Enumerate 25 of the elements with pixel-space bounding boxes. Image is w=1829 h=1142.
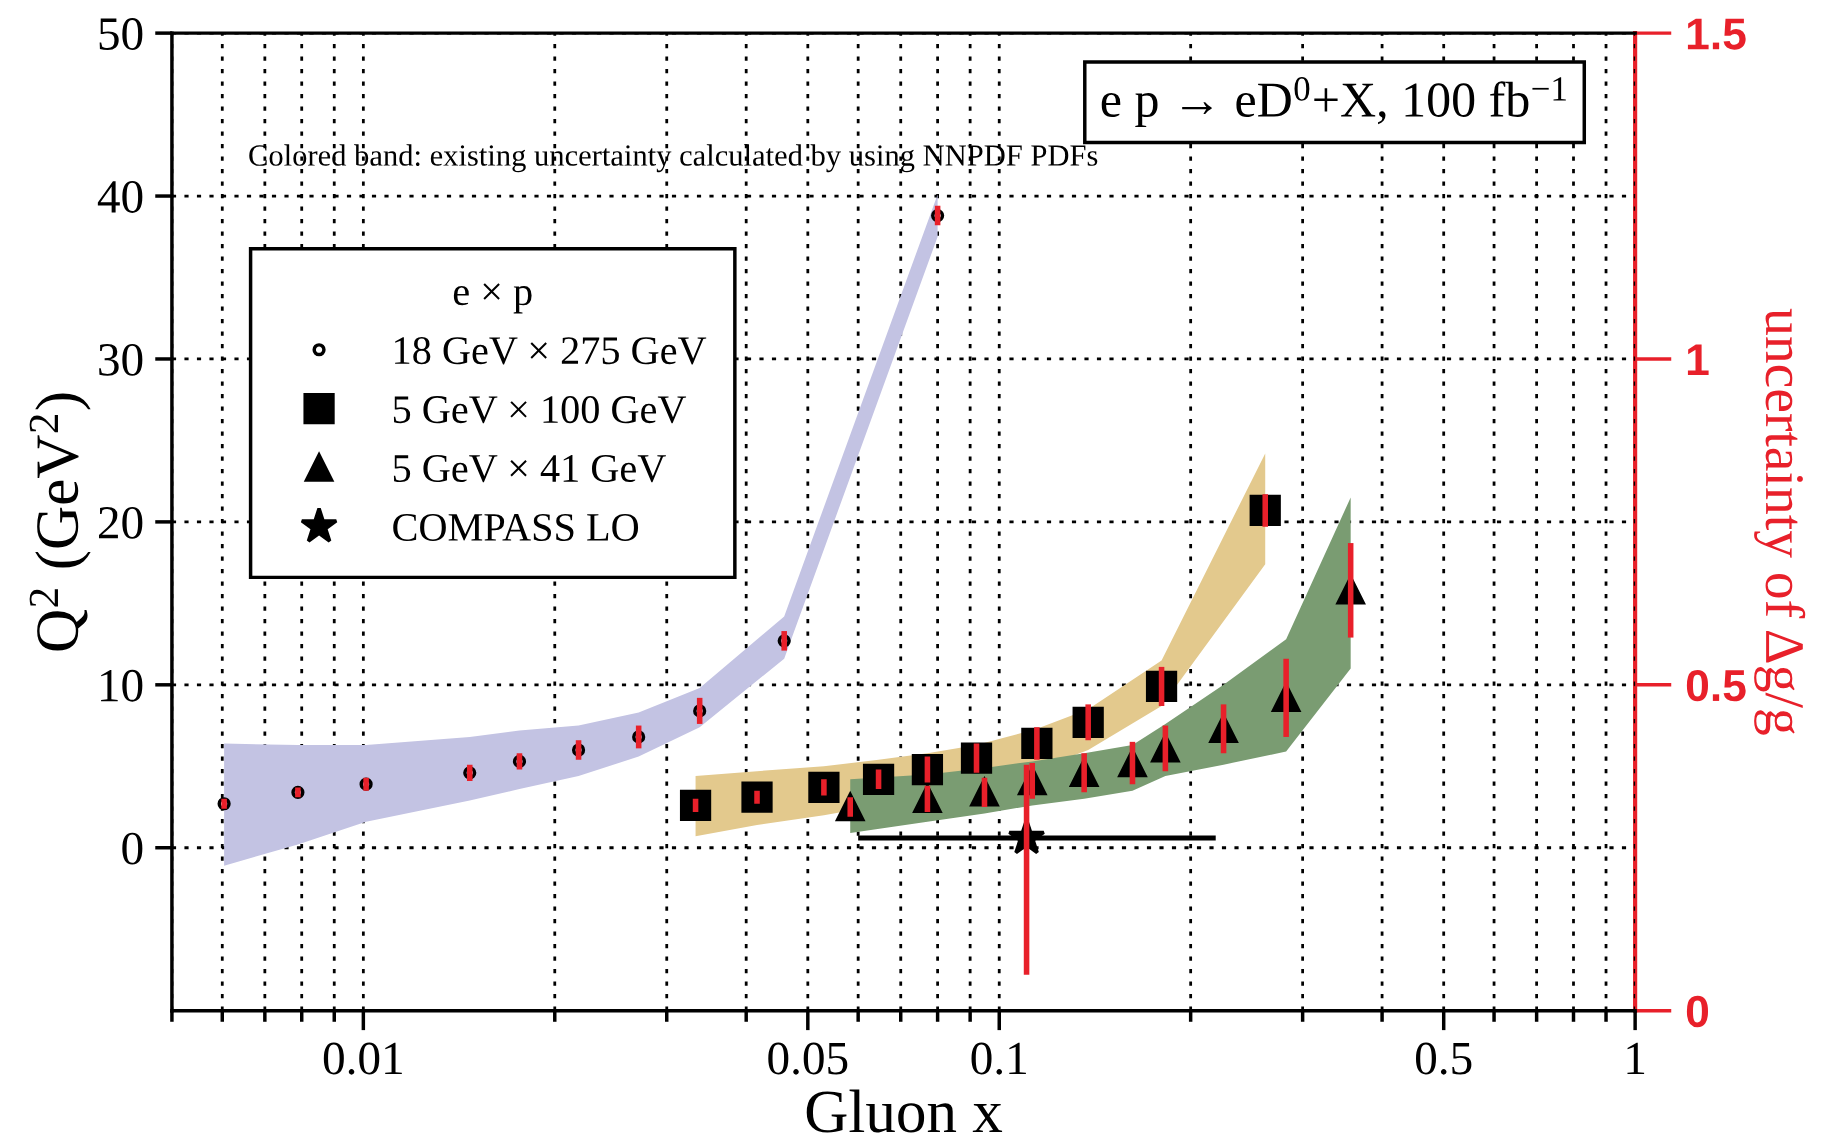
- x-tick-label: 0.1: [971, 1042, 1026, 1075]
- x-axis-title: Gluon x: [806, 1089, 1003, 1133]
- x-tick-label: 1: [1627, 1042, 1645, 1074]
- legend-label: 5 GeV × 100 GeV: [393, 395, 687, 424]
- y2-axis-title: uncertainty of Δg/g: [1754, 308, 1806, 735]
- y2-tick-label: 0: [1686, 995, 1709, 1028]
- x-tick-label: 0.05: [768, 1042, 848, 1075]
- y-tick-label: 40: [97, 181, 143, 213]
- legend-label: COMPASS LO: [393, 513, 639, 542]
- y2-tick-label: 0.5: [1686, 669, 1746, 702]
- y-tick-label: 50: [99, 18, 143, 50]
- y-tick-label: 20: [99, 506, 143, 539]
- legend-title: e × p: [453, 283, 532, 314]
- y-tick-label: 10: [101, 669, 143, 702]
- x-tick-label: 0.5: [1415, 1042, 1472, 1075]
- legend-label: 5 GeV × 41 GeV: [393, 455, 666, 483]
- annotation: e p → eD$^{0}$+X, 100 fb$^{−1}$: [1101, 77, 1566, 128]
- x-tick-label: 0.01: [323, 1042, 402, 1075]
- y-tick-label: 0: [122, 832, 143, 865]
- annotation: Colored band: existing uncertainty calculated by using NNPDF PDFs: [249, 144, 1098, 173]
- y-axis-title: Q$^{2}$ (GeV$^{2}$): [29, 393, 91, 651]
- y2-tick-label: 1: [1687, 344, 1709, 376]
- legend-label: 18 GeV × 275 GeV: [395, 337, 707, 365]
- y2-tick-label: 1.5: [1687, 18, 1746, 50]
- y-tick-label: 30: [99, 343, 143, 376]
